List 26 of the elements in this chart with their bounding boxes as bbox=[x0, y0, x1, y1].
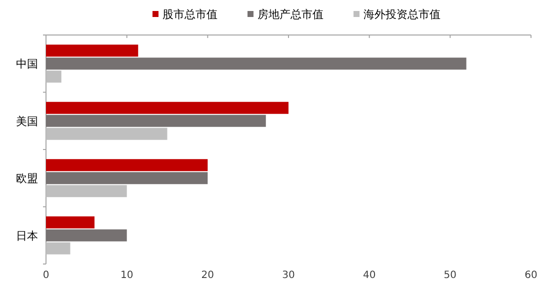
bar bbox=[46, 128, 168, 140]
y-tick-label: 欧盟 bbox=[16, 172, 38, 186]
bar bbox=[46, 44, 138, 57]
x-tick-label: 50 bbox=[444, 270, 457, 281]
legend-label: 股市总市值 bbox=[162, 8, 218, 21]
bar bbox=[46, 216, 94, 228]
bar bbox=[46, 229, 127, 242]
y-tick-label: 美国 bbox=[16, 114, 38, 128]
bar bbox=[46, 185, 127, 198]
x-tick-label: 30 bbox=[282, 270, 295, 281]
legend-label: 房地产总市值 bbox=[258, 8, 324, 21]
x-tick-label: 10 bbox=[120, 270, 134, 281]
bar bbox=[46, 172, 208, 184]
x-tick-label: 40 bbox=[362, 270, 376, 281]
bar bbox=[46, 242, 70, 254]
y-tick-label: 中国 bbox=[16, 58, 38, 71]
x-tick-label: 0 bbox=[42, 270, 50, 281]
bar bbox=[46, 114, 266, 127]
bar bbox=[46, 70, 62, 83]
x-tick-label: 20 bbox=[201, 270, 214, 281]
legend-label: 海外投资总市值 bbox=[364, 8, 440, 21]
bar bbox=[46, 58, 466, 70]
bar bbox=[46, 102, 288, 114]
y-tick-label: 日本 bbox=[16, 229, 38, 242]
bar bbox=[46, 159, 208, 172]
x-tick-label: 60 bbox=[524, 270, 538, 281]
